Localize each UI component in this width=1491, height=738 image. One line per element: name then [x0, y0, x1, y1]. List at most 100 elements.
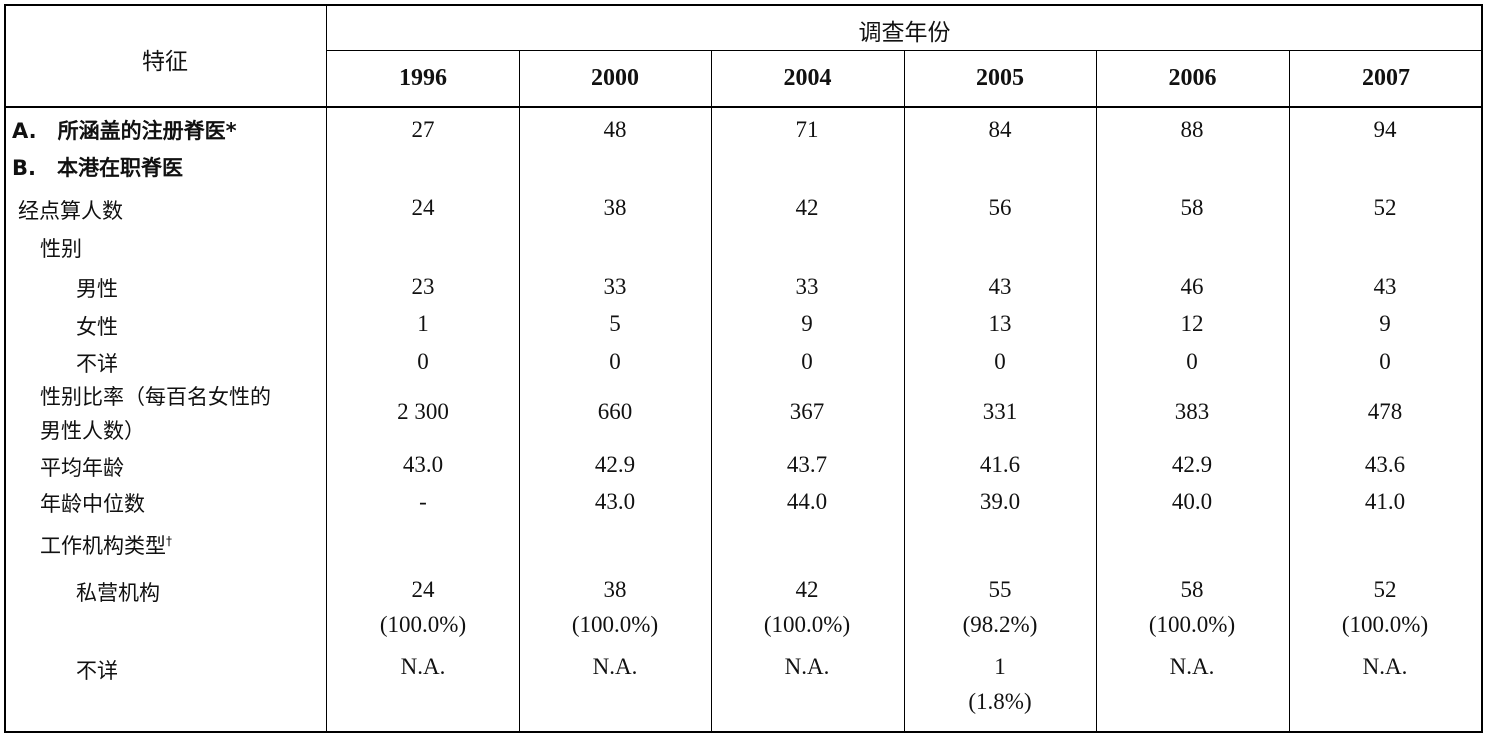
- header-bottom-rule: [4, 106, 1483, 108]
- table-cell: 12: [1096, 308, 1288, 339]
- table-cell: 40.0: [1096, 486, 1288, 517]
- cell-value: 38: [603, 195, 627, 220]
- year-header: 2005: [976, 65, 1024, 91]
- table-cell: 1: [327, 308, 519, 339]
- table-cell: 71: [711, 114, 903, 145]
- row-label: 不详: [76, 352, 118, 376]
- row-label: 经点算人数: [18, 199, 123, 223]
- table-cell: 367: [711, 396, 903, 427]
- cell-value: 43.7: [786, 452, 828, 477]
- table-cell: 0: [1289, 346, 1481, 377]
- table-cell: 38: [519, 192, 711, 223]
- cell-value: 9: [1379, 311, 1391, 336]
- cell-percent: (100.0%): [1341, 612, 1429, 637]
- table-cell: 84: [904, 114, 1096, 145]
- cell-value: 1: [994, 654, 1006, 679]
- cell-value: 23: [411, 274, 435, 299]
- survey-year-header: 调查年份: [858, 20, 951, 46]
- cell-value: 41.0: [1364, 489, 1406, 514]
- table-cell: 43: [904, 271, 1096, 302]
- col-divider: [711, 50, 712, 733]
- cell-value: 71: [795, 117, 819, 142]
- cell-value: 56: [988, 195, 1012, 220]
- cell-value: 39.0: [979, 489, 1021, 514]
- table-frame: [4, 4, 1483, 733]
- cell-value: 43.6: [1364, 452, 1406, 477]
- table-cell: 13: [904, 308, 1096, 339]
- table-cell: N.A.: [1289, 651, 1481, 682]
- table-cell: 42 (100.0%): [711, 574, 903, 640]
- cell-value: 42.9: [594, 452, 636, 477]
- table-cell: 42: [711, 192, 903, 223]
- table-cell: 24 (100.0%): [327, 574, 519, 640]
- cell-value: N.A.: [1169, 654, 1215, 679]
- table-cell: 38 (100.0%): [519, 574, 711, 640]
- table-cell: 2 300: [327, 396, 519, 427]
- col-divider: [1289, 50, 1290, 733]
- table-cell: 58 (100.0%): [1096, 574, 1288, 640]
- table-cell: 42.9: [1096, 449, 1288, 480]
- cell-value: 0: [994, 349, 1006, 374]
- table-cell: 9: [711, 308, 903, 339]
- cell-value: 52: [1373, 577, 1397, 602]
- cell-value: 44.0: [786, 489, 828, 514]
- cell-value: 27: [411, 117, 435, 142]
- cell-value: 0: [1186, 349, 1198, 374]
- cell-value: 9: [801, 311, 813, 336]
- row-label: 私营机构: [76, 581, 160, 605]
- cell-value: 5: [609, 311, 621, 336]
- cell-value: 24: [411, 577, 435, 602]
- cell-value: 42: [795, 195, 819, 220]
- table-cell: 23: [327, 271, 519, 302]
- table-cell: 383: [1096, 396, 1288, 427]
- row-label: 平均年龄: [40, 456, 124, 480]
- table-cell: 1 (1.8%): [904, 651, 1096, 717]
- row-label: 工作机构类型†: [40, 530, 172, 560]
- table-cell: 52 (100.0%): [1289, 574, 1481, 640]
- cell-value: 0: [417, 349, 429, 374]
- table-cell: 0: [327, 346, 519, 377]
- row-label: 女性: [76, 315, 118, 339]
- table-cell: N.A.: [711, 651, 903, 682]
- cell-value: 0: [801, 349, 813, 374]
- cell-value: 660: [597, 399, 633, 424]
- cell-value: 84: [988, 117, 1012, 142]
- table-cell: 9: [1289, 308, 1481, 339]
- cell-value: 12: [1180, 311, 1204, 336]
- table-cell: -: [327, 486, 519, 517]
- table-cell: 0: [711, 346, 903, 377]
- cell-value: 13: [988, 311, 1012, 336]
- year-header: 2006: [1168, 65, 1217, 91]
- dagger-footnote-mark: †: [166, 534, 172, 548]
- table-cell: 44.0: [711, 486, 903, 517]
- table-cell: 0: [1096, 346, 1288, 377]
- table-cell: 42.9: [519, 449, 711, 480]
- cell-value: 0: [1379, 349, 1391, 374]
- cell-percent: (100.0%): [571, 612, 659, 637]
- row-label: 男性人数）: [40, 419, 145, 443]
- table-cell: 660: [519, 396, 711, 427]
- cell-percent: (1.8%): [968, 689, 1032, 714]
- cell-value: N.A.: [784, 654, 830, 679]
- cell-value: 52: [1373, 195, 1397, 220]
- cell-value: N.A.: [592, 654, 638, 679]
- year-header: 2000: [591, 65, 639, 91]
- table-cell: 58: [1096, 192, 1288, 223]
- cell-percent: (100.0%): [763, 612, 851, 637]
- table-cell: 478: [1289, 396, 1481, 427]
- feature-header: 特征: [142, 49, 188, 75]
- table-cell: 43: [1289, 271, 1481, 302]
- table-cell: 41.6: [904, 449, 1096, 480]
- table-cell: 88: [1096, 114, 1288, 145]
- col-divider: [904, 50, 905, 733]
- table-cell: 5: [519, 308, 711, 339]
- table-cell: 56: [904, 192, 1096, 223]
- cell-percent: (100.0%): [379, 612, 467, 637]
- table-cell: 0: [904, 346, 1096, 377]
- cell-value: 33: [795, 274, 819, 299]
- row-label: 年龄中位数: [40, 492, 145, 516]
- cell-value: 0: [609, 349, 621, 374]
- cell-value: 43: [1373, 274, 1397, 299]
- col-divider: [519, 50, 520, 733]
- cell-value: 43: [988, 274, 1012, 299]
